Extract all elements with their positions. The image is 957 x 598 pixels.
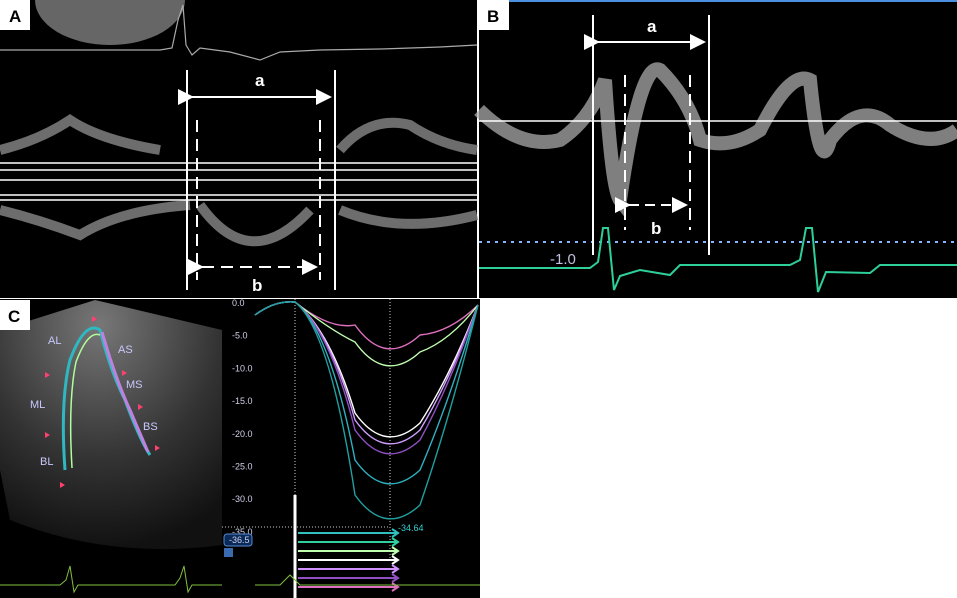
echo-image: [0, 300, 222, 550]
ecg: [479, 227, 957, 293]
segment-arrow: [298, 582, 400, 592]
panel-label: B: [487, 7, 499, 26]
label-box: [0, 300, 30, 330]
interval-b: b: [252, 276, 262, 295]
interval-a: a: [255, 71, 265, 90]
y-tick-label: -25.0: [232, 462, 253, 472]
panel-a-bg: [0, 0, 477, 298]
trace-septal: [100, 331, 150, 453]
segment-arrow: [298, 537, 400, 547]
segment-label: BL: [40, 456, 53, 468]
y-tick-label: -15.0: [232, 396, 253, 406]
echo-sector: [35, 0, 185, 45]
y-tick-label: -30.0: [232, 494, 253, 504]
y-tick-label: -35.0: [232, 527, 253, 537]
y-tick-label: -5.0: [232, 331, 248, 341]
segment-arrow: [298, 546, 400, 556]
panel-label: A: [9, 7, 21, 26]
segment-arrow: [298, 564, 400, 574]
peak-label: -34.64: [398, 523, 424, 533]
panel-c: AL AS ML MS BS BL 0.0 -5.0 -10.0 -15.0 -20.0 -25.0…: [0, 298, 480, 598]
panel-label: C: [8, 307, 20, 326]
segment-label: MS: [126, 379, 143, 391]
interval-a: a: [647, 17, 657, 36]
ecg-strip: [0, 560, 222, 598]
y-tick-label: 0.0: [232, 298, 245, 308]
min-label: -36.5: [229, 535, 250, 545]
segment-arrow: [298, 573, 400, 583]
calipers: [178, 70, 336, 290]
ecg: [0, 565, 222, 594]
min-box: [223, 533, 253, 547]
ecg: [255, 574, 480, 586]
segment-label: AS: [118, 344, 133, 356]
segment-arrow: [298, 528, 400, 538]
scale-label: -1.0: [550, 251, 576, 268]
m-mode-wall: [0, 200, 479, 247]
horizontal-lines: [0, 162, 477, 201]
segment-label: AL: [48, 335, 61, 347]
segment-label: ML: [30, 399, 45, 411]
y-tick-label: -20.0: [232, 429, 253, 439]
segment-arrow: [298, 555, 400, 565]
m-mode-wall: [0, 113, 478, 155]
panel-a: a b A: [0, 0, 479, 298]
strain-curve: [254, 301, 479, 520]
segment-label: BS: [143, 421, 158, 433]
calipers: [584, 15, 710, 255]
markers: [45, 316, 160, 488]
ecg: [0, 4, 478, 61]
panel-b: a b -1.0 B: [474, 0, 957, 298]
strain-plot-bg: [222, 299, 480, 598]
y-tick-label: -10.0: [232, 363, 253, 373]
checkbox: [224, 548, 233, 557]
label-box: [0, 0, 30, 30]
trace-left-inner: [69, 333, 101, 469]
interval-b: b: [651, 219, 661, 238]
doppler-signal: [474, 62, 957, 218]
label-box: [479, 0, 509, 30]
